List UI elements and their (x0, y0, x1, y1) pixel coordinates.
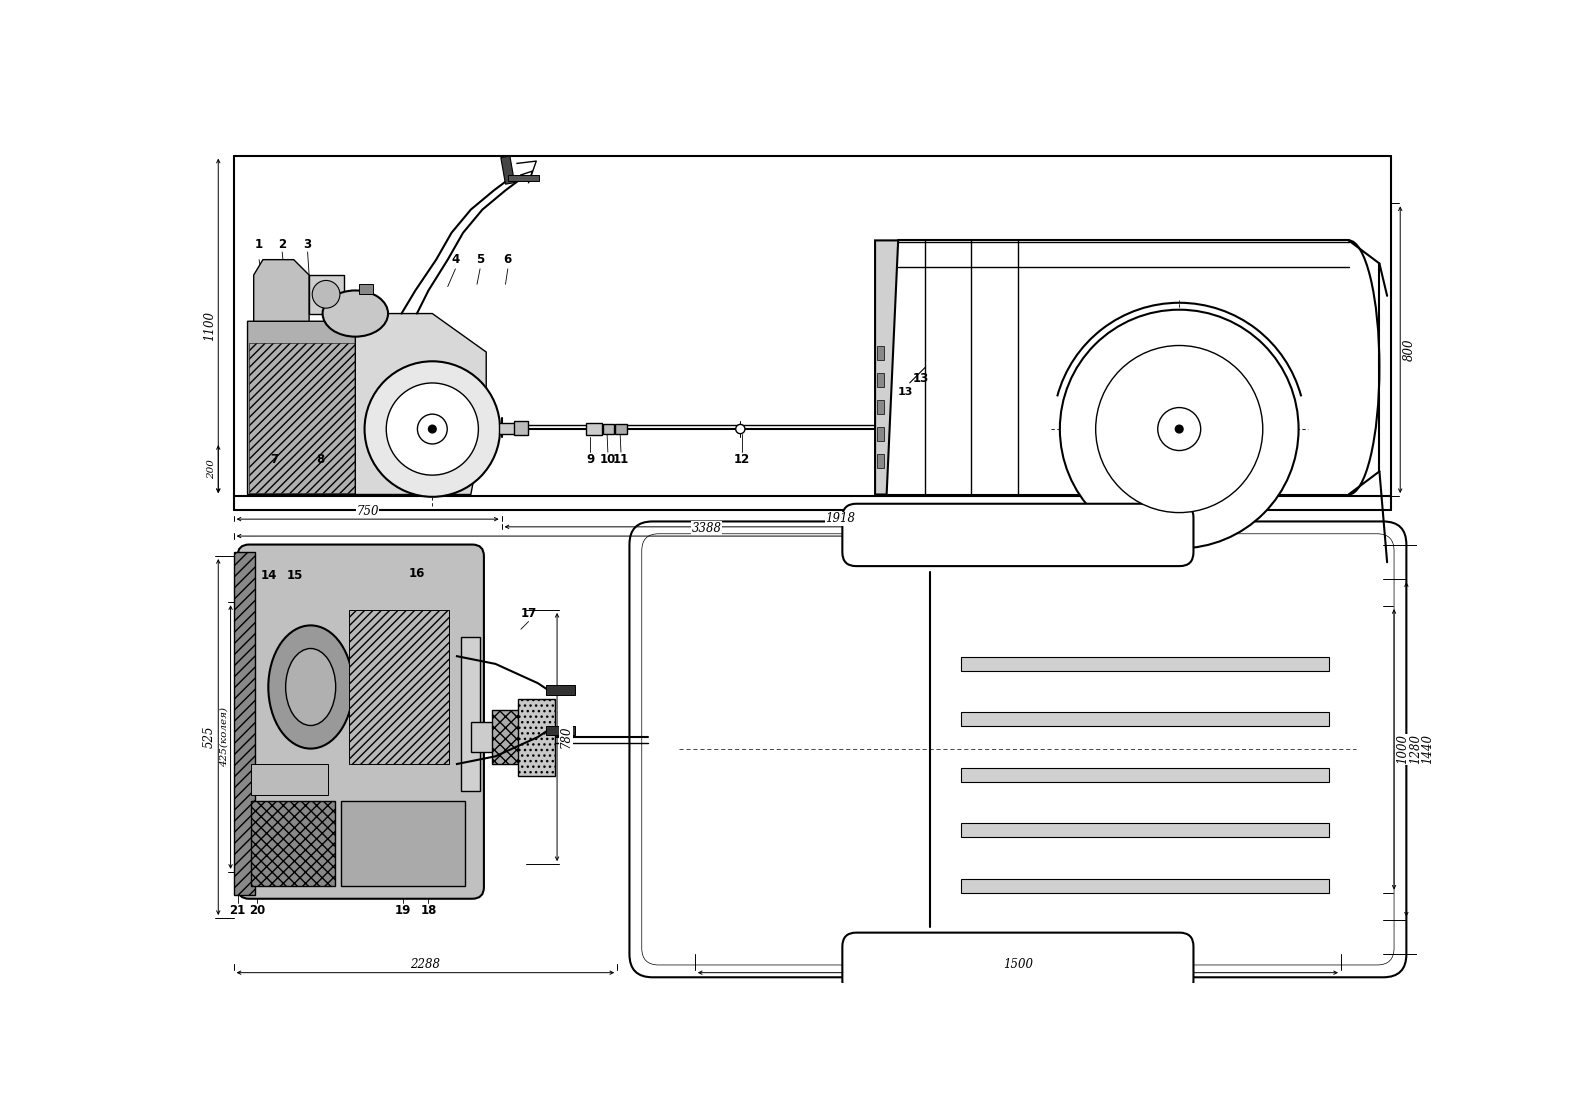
Bar (962, 768, 1330, 781)
Text: 800: 800 (1402, 338, 1415, 361)
Bar (962, 878, 1330, 893)
Bar (251, 801, 335, 886)
Text: 780: 780 (559, 726, 572, 748)
Bar (876, 372, 884, 387)
Bar (349, 610, 450, 764)
Text: 750: 750 (357, 505, 379, 517)
Circle shape (1175, 425, 1183, 433)
Text: 13: 13 (898, 387, 914, 397)
Circle shape (365, 361, 501, 497)
Text: 18: 18 (420, 904, 437, 917)
Bar (249, 343, 365, 493)
Text: 16: 16 (409, 567, 425, 580)
Text: 12: 12 (734, 453, 750, 466)
Text: 14: 14 (261, 569, 278, 582)
Bar (251, 764, 327, 794)
Bar (586, 423, 602, 435)
Polygon shape (254, 260, 309, 322)
Text: 20: 20 (248, 904, 265, 917)
Bar (234, 552, 256, 895)
Bar (309, 275, 344, 314)
Text: 13: 13 (913, 372, 930, 386)
Text: 6: 6 (504, 253, 512, 266)
FancyBboxPatch shape (842, 933, 1194, 994)
Text: 15: 15 (287, 569, 303, 582)
Bar (962, 657, 1330, 671)
FancyBboxPatch shape (237, 545, 483, 898)
Circle shape (1096, 346, 1263, 513)
Text: 19: 19 (395, 904, 411, 917)
Circle shape (1060, 309, 1298, 548)
Text: 425(колея): 425(колея) (219, 707, 229, 767)
Bar (471, 722, 494, 753)
Text: 9: 9 (586, 453, 594, 466)
Bar (358, 284, 373, 294)
Circle shape (736, 424, 745, 433)
Text: 1000: 1000 (1396, 735, 1410, 765)
Bar (508, 175, 538, 181)
Bar (962, 713, 1330, 726)
Bar (501, 156, 515, 185)
Text: 1: 1 (256, 238, 264, 251)
Bar (461, 636, 480, 791)
Bar (876, 400, 884, 413)
Text: 17: 17 (521, 608, 537, 620)
Circle shape (417, 414, 447, 444)
Circle shape (1157, 408, 1200, 451)
Text: 2288: 2288 (411, 958, 441, 971)
Text: 5: 5 (475, 253, 485, 266)
Ellipse shape (268, 625, 354, 748)
Text: 2: 2 (278, 238, 286, 251)
Circle shape (313, 281, 339, 308)
Text: 4: 4 (452, 253, 459, 266)
Text: 1918: 1918 (826, 513, 856, 525)
Bar (493, 711, 519, 764)
Bar (876, 346, 884, 360)
Bar (513, 421, 527, 435)
Text: 7: 7 (270, 453, 278, 466)
Text: 1500: 1500 (1003, 958, 1033, 971)
Circle shape (428, 425, 436, 433)
Text: 3388: 3388 (692, 522, 722, 535)
Text: 200: 200 (207, 460, 216, 480)
Bar (614, 423, 627, 434)
Bar (518, 698, 554, 776)
FancyBboxPatch shape (842, 504, 1194, 566)
Bar (603, 424, 614, 433)
Bar (545, 685, 575, 695)
Text: 1280: 1280 (1408, 735, 1421, 765)
Text: 525: 525 (204, 726, 216, 748)
Text: 8: 8 (316, 453, 325, 466)
Bar (499, 423, 515, 433)
Text: 1100: 1100 (204, 311, 216, 340)
Bar (876, 427, 884, 441)
Polygon shape (875, 241, 898, 495)
Bar (876, 454, 884, 467)
Bar (341, 801, 464, 886)
Text: 10: 10 (600, 453, 616, 466)
Ellipse shape (322, 291, 388, 337)
Text: 1440: 1440 (1421, 735, 1434, 765)
Ellipse shape (286, 649, 336, 726)
Polygon shape (355, 314, 486, 495)
Bar (962, 823, 1330, 838)
Polygon shape (248, 322, 366, 495)
Text: 11: 11 (613, 453, 628, 466)
Circle shape (387, 383, 478, 475)
Bar (545, 726, 575, 735)
Text: 3: 3 (303, 238, 311, 251)
Text: 21: 21 (229, 904, 246, 917)
